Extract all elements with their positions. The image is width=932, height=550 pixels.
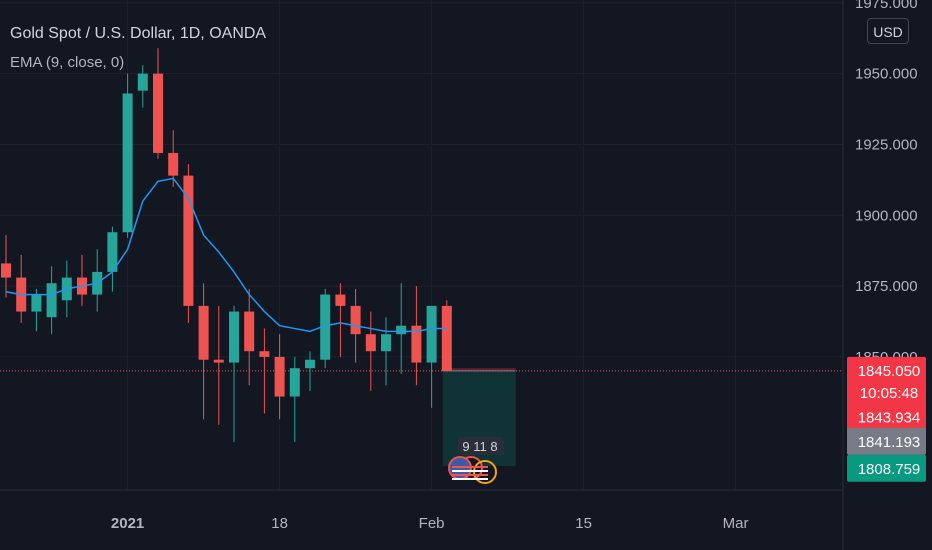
candle[interactable]	[122, 73, 133, 238]
price-tag[interactable]: 1845.050	[847, 356, 926, 384]
candle-body[interactable]	[305, 359, 315, 369]
time-axis-label: 18	[271, 515, 288, 532]
candle[interactable]	[274, 334, 285, 420]
candle-body[interactable]	[1, 263, 11, 278]
candle[interactable]	[381, 317, 391, 386]
candle-body[interactable]	[365, 334, 376, 352]
price-tag-label: 1841.193	[858, 434, 921, 451]
candle[interactable]	[153, 48, 163, 159]
flag-stripe	[452, 466, 488, 468]
candle[interactable]	[441, 300, 452, 372]
ema-indicator-label[interactable]: EMA (9, close, 0)	[10, 54, 125, 71]
candle-body[interactable]	[168, 152, 179, 176]
candle[interactable]	[46, 266, 57, 335]
price-tag-background	[847, 427, 926, 455]
candle-body[interactable]	[259, 351, 270, 357]
candle[interactable]	[229, 305, 239, 442]
candle-body[interactable]	[107, 232, 118, 272]
event-count-label: 9	[462, 439, 469, 454]
candle[interactable]	[1, 235, 11, 298]
candle-body[interactable]	[137, 73, 148, 91]
event-count-label: 8	[490, 439, 497, 454]
candle-body[interactable]	[320, 294, 331, 360]
candle-body[interactable]	[244, 311, 255, 352]
candle[interactable]	[259, 328, 270, 414]
price-tag-label: 1843.934	[858, 409, 921, 426]
price-tag-label: 1808.759	[858, 461, 921, 478]
candle[interactable]	[335, 283, 346, 357]
price-tag-background	[847, 454, 926, 482]
candle-body[interactable]	[335, 294, 346, 306]
candle[interactable]	[244, 288, 255, 386]
candle-body[interactable]	[122, 93, 133, 233]
candle[interactable]	[426, 305, 437, 408]
candle[interactable]	[77, 254, 87, 306]
currency-button[interactable]: USD	[867, 18, 909, 44]
price-axis-label: 1950.000	[855, 66, 918, 83]
candle-body[interactable]	[411, 325, 422, 363]
candle[interactable]	[168, 130, 179, 187]
price-tag-label: 10:05:48	[860, 385, 918, 402]
price-axis-label: 1975.000	[855, 0, 918, 12]
price-tag-label: 1845.050	[858, 363, 921, 380]
time-axis-label: 15	[575, 515, 592, 532]
candle[interactable]	[107, 226, 118, 292]
price-axis-label: 1875.000	[855, 278, 918, 295]
candle-body[interactable]	[426, 305, 437, 363]
candle[interactable]	[396, 283, 407, 374]
candle-body[interactable]	[183, 175, 194, 306]
candle[interactable]	[137, 65, 148, 108]
candle[interactable]	[31, 288, 42, 332]
candle-body[interactable]	[381, 334, 391, 352]
flag-stripe	[452, 474, 488, 476]
candle-body[interactable]	[229, 311, 239, 363]
price-tag-background	[847, 403, 926, 431]
candle-body[interactable]	[198, 305, 209, 360]
candle[interactable]	[365, 311, 376, 391]
candle[interactable]	[289, 356, 300, 442]
chart-legend: Gold Spot / U.S. Dollar, 1D, OANDA EMA (…	[10, 24, 266, 73]
price-tag[interactable]: 1841.193	[847, 427, 926, 455]
event-count-label: 11	[473, 439, 487, 454]
ema-line[interactable]	[5, 177, 447, 333]
position-stop-zone[interactable]	[442, 368, 516, 371]
candle-body[interactable]	[46, 283, 57, 318]
price-tag[interactable]: 1808.759	[847, 454, 926, 482]
candle[interactable]	[411, 286, 422, 386]
event-count-box	[458, 437, 504, 455]
candle[interactable]	[305, 351, 315, 391]
price-axis-label: 1925.000	[855, 136, 918, 153]
time-axis-label: 2021	[111, 515, 144, 532]
candle[interactable]	[213, 305, 224, 425]
candle[interactable]	[198, 283, 209, 420]
event-markers[interactable]: 9 11 8	[448, 437, 504, 484]
candle[interactable]	[183, 164, 194, 323]
candle-body[interactable]	[274, 356, 285, 397]
candle-body[interactable]	[441, 305, 452, 372]
flag-stripe	[452, 470, 488, 472]
price-tag-background	[847, 356, 926, 384]
price-tag[interactable]: 10:05:48	[847, 379, 926, 407]
flag-stripe	[452, 478, 488, 480]
candle-body[interactable]	[396, 325, 407, 335]
candle[interactable]	[320, 288, 331, 369]
candle-body[interactable]	[350, 305, 361, 335]
price-axis-label: 1900.000	[855, 207, 918, 224]
candle[interactable]	[16, 254, 27, 323]
candle-body[interactable]	[289, 368, 300, 397]
time-axis-label: Mar	[723, 515, 749, 532]
price-tag-background	[847, 379, 926, 407]
candle-body[interactable]	[31, 294, 42, 312]
time-axis-label: Feb	[419, 515, 445, 532]
price-tag[interactable]: 1843.934	[847, 403, 926, 431]
symbol-title[interactable]: Gold Spot / U.S. Dollar, 1D, OANDA	[10, 25, 267, 42]
candle-body[interactable]	[153, 73, 163, 153]
candle-body[interactable]	[213, 359, 224, 363]
